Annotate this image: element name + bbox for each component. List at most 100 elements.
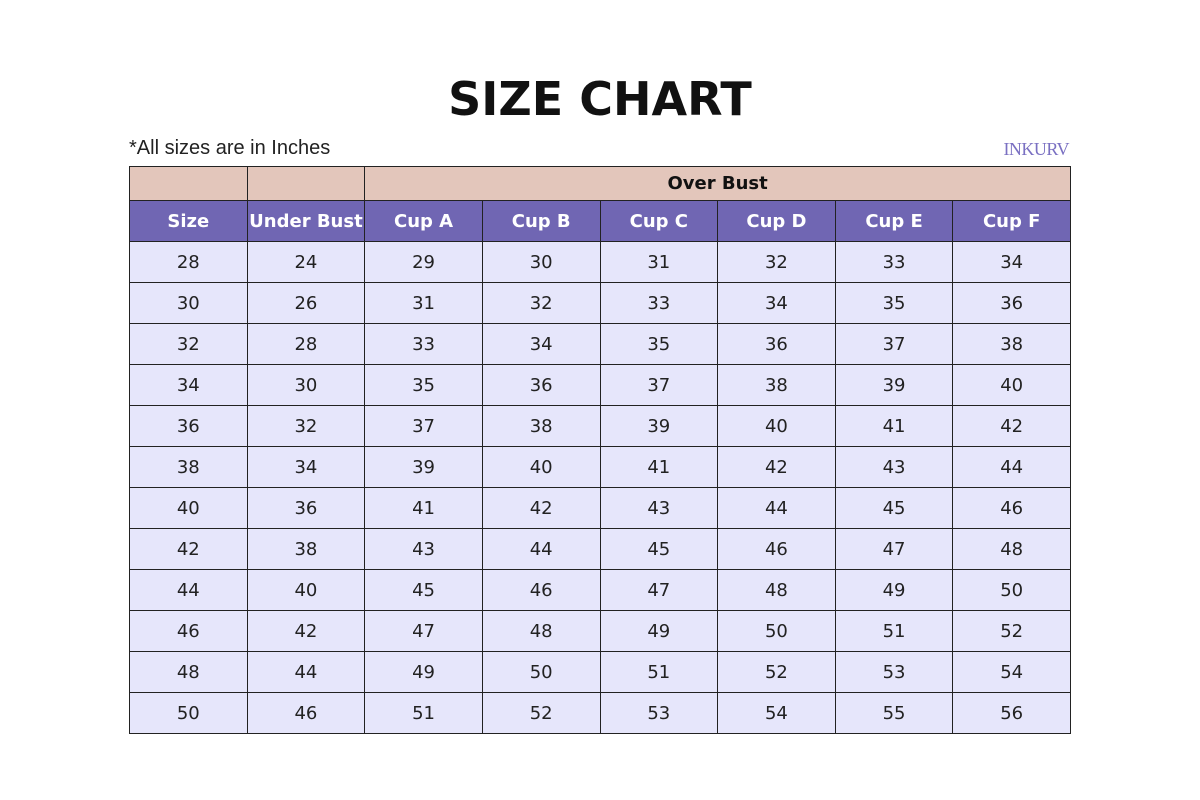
table-cell: 34 (952, 241, 1071, 283)
table-cell: 36 (246, 487, 366, 529)
table-cell: 36 (717, 323, 836, 365)
table-cell: 33 (834, 241, 954, 283)
table-cell: 56 (952, 692, 1071, 734)
table-cell: 55 (834, 692, 954, 734)
table-cell: 51 (834, 610, 954, 652)
table-cell: 29 (364, 241, 483, 283)
table-cell: 30 (129, 282, 248, 324)
table-cell: 44 (952, 446, 1071, 488)
table-cell: 45 (364, 569, 483, 611)
table-cell: 24 (246, 241, 366, 283)
table-cell: 36 (129, 405, 248, 447)
table-cell: 49 (834, 569, 954, 611)
table-cell: 47 (599, 569, 719, 611)
column-header: Cup B (481, 200, 601, 242)
column-header: Cup E (834, 200, 954, 242)
table-cell: 41 (834, 405, 954, 447)
table-cell: 50 (952, 569, 1071, 611)
table-cell: 40 (246, 569, 366, 611)
table-cell: 38 (246, 528, 366, 570)
empty-header-cell (246, 166, 366, 201)
table-cell: 46 (717, 528, 836, 570)
table-cell: 48 (952, 528, 1071, 570)
table-cell: 38 (952, 323, 1071, 365)
table-cell: 38 (481, 405, 601, 447)
table-cell: 43 (364, 528, 483, 570)
table-cell: 39 (599, 405, 719, 447)
table-cell: 34 (246, 446, 366, 488)
group-header-row: Over Bust (129, 166, 1071, 201)
column-header: Under Bust (246, 200, 366, 242)
table-cell: 28 (246, 323, 366, 365)
table-cell: 35 (364, 364, 483, 406)
table-cell: 44 (246, 651, 366, 693)
table-cell: 26 (246, 282, 366, 324)
table-cell: 42 (717, 446, 836, 488)
table-cell: 41 (599, 446, 719, 488)
table-cell: 33 (364, 323, 483, 365)
table-row: 38 34 39 40 41 42 43 44 (129, 446, 1071, 488)
table-cell: 36 (481, 364, 601, 406)
table-cell: 31 (364, 282, 483, 324)
table-cell: 44 (129, 569, 248, 611)
table-cell: 43 (599, 487, 719, 529)
table-cell: 45 (834, 487, 954, 529)
table-cell: 50 (717, 610, 836, 652)
table-row: 50 46 51 52 53 54 55 56 (129, 692, 1071, 734)
column-header: Size (129, 200, 248, 242)
table-cell: 37 (599, 364, 719, 406)
table-cell: 40 (129, 487, 248, 529)
table-cell: 54 (717, 692, 836, 734)
table-cell: 42 (129, 528, 248, 570)
table-cell: 40 (717, 405, 836, 447)
column-header: Cup F (952, 200, 1071, 242)
table-row: 36 32 37 38 39 40 41 42 (129, 405, 1071, 447)
table-cell: 42 (481, 487, 601, 529)
table-cell: 47 (364, 610, 483, 652)
table-cell: 46 (481, 569, 601, 611)
page-title: SIZE CHART (448, 72, 752, 126)
table-cell: 32 (481, 282, 601, 324)
table-cell: 49 (364, 651, 483, 693)
table-cell: 33 (599, 282, 719, 324)
table-cell: 38 (717, 364, 836, 406)
table-cell: 36 (952, 282, 1071, 324)
table-cell: 44 (717, 487, 836, 529)
empty-header-cell (129, 166, 248, 201)
table-row: 28 24 29 30 31 32 33 34 (129, 241, 1071, 283)
column-header: Cup A (364, 200, 483, 242)
table-cell: 32 (717, 241, 836, 283)
table-cell: 52 (952, 610, 1071, 652)
table-cell: 48 (717, 569, 836, 611)
table-row: 42 38 43 44 45 46 47 48 (129, 528, 1071, 570)
table-cell: 42 (246, 610, 366, 652)
table-cell: 45 (599, 528, 719, 570)
table-cell: 30 (246, 364, 366, 406)
table-row: 32 28 33 34 35 36 37 38 (129, 323, 1071, 365)
table-cell: 40 (481, 446, 601, 488)
table-cell: 53 (834, 651, 954, 693)
table-cell: 50 (481, 651, 601, 693)
table-cell: 30 (481, 241, 601, 283)
column-header: Cup C (599, 200, 719, 242)
table-row: 46 42 47 48 49 50 51 52 (129, 610, 1071, 652)
table-cell: 52 (481, 692, 601, 734)
table-cell: 32 (129, 323, 248, 365)
table-cell: 34 (717, 282, 836, 324)
table-cell: 31 (599, 241, 719, 283)
table-cell: 39 (834, 364, 954, 406)
table-cell: 46 (246, 692, 366, 734)
table-cell: 49 (599, 610, 719, 652)
table-cell: 40 (952, 364, 1071, 406)
column-header: Cup D (717, 200, 836, 242)
table-cell: 53 (599, 692, 719, 734)
table-cell: 39 (364, 446, 483, 488)
table-cell: 37 (364, 405, 483, 447)
table-row: 30 26 31 32 33 34 35 36 (129, 282, 1071, 324)
table-cell: 41 (364, 487, 483, 529)
table-cell: 42 (952, 405, 1071, 447)
table-cell: 47 (834, 528, 954, 570)
table-body: 28 24 29 30 31 32 33 34 30 26 31 32 33 34 35 36 32 28 33 34… (129, 241, 1071, 734)
table-cell: 51 (599, 651, 719, 693)
